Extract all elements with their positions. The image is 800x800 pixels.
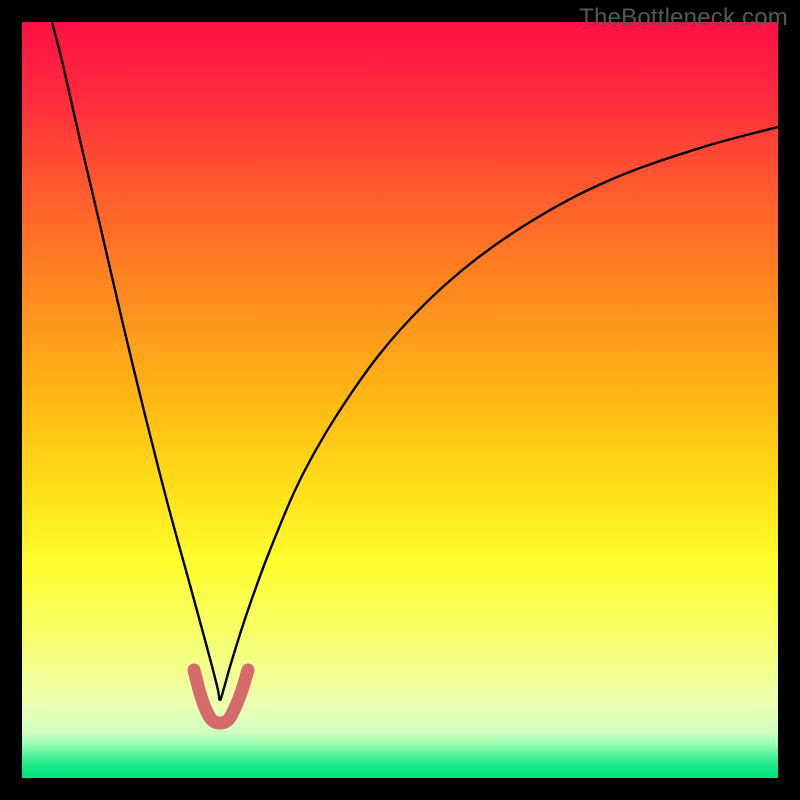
gradient-background xyxy=(22,22,778,778)
watermark-text: TheBottleneck.com xyxy=(579,4,788,32)
bottleneck-chart xyxy=(0,0,800,800)
chart-frame: TheBottleneck.com xyxy=(0,0,800,800)
